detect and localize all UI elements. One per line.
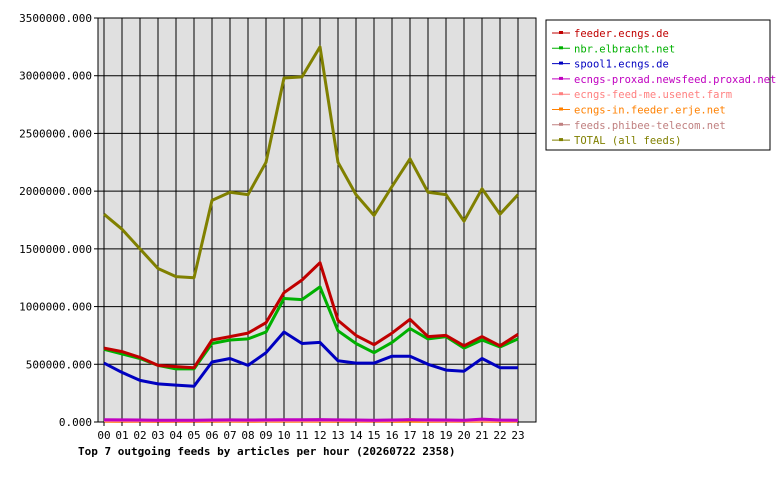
y-tick-label: 0.000 [59,416,92,429]
series-line-3 [103,417,519,422]
legend-marker [559,46,563,50]
y-tick-label: 500000.000 [26,358,92,371]
x-tick-label: 14 [349,429,363,442]
legend-marker [559,107,563,111]
legend-label: nbr.elbracht.net [574,43,675,55]
legend-label: ecngs-feed-me.usenet.farm [574,89,732,101]
x-axis: 00 01 02 03 04 05 06 07 08 09 10 11 12 13 14 15 16 17 18 19… [97,422,525,442]
x-tick-label: 06 [205,429,218,442]
x-tick-label: 22 [493,429,506,442]
x-tick-label: 04 [169,429,183,442]
x-tick-label: 17 [403,429,416,442]
x-tick-label: 23 [511,429,524,442]
legend-label: ecngs-in.feeder.erje.net [574,105,726,117]
series-lines [103,45,520,423]
legend-label: ecngs-proxad.newsfeed.proxad.net [574,74,776,86]
y-tick-label: 1000000.000 [19,301,92,314]
x-tick-label: 10 [277,429,290,442]
x-tick-label: 19 [439,429,452,442]
x-tick-label: 11 [295,429,308,442]
x-tick-label: 03 [151,429,164,442]
y-tick-label: 2500000.000 [19,127,92,140]
y-tick-label: 3000000.000 [19,70,92,83]
y-tick-label: 1500000.000 [19,243,92,256]
legend-marker [559,76,563,80]
y-axis: 0.000 500000.000 1000000.000 1500000.000 200… [19,12,98,429]
x-tick-label: 20 [457,429,470,442]
series-line-0 [103,261,519,370]
x-tick-label: 15 [367,429,380,442]
legend-entries: feeder.ecngs.de nbr.elbracht.net spool1.ec… [552,28,776,147]
x-tick-label: 05 [187,429,200,442]
x-tick-label: 18 [421,429,434,442]
legend-box [545,19,771,151]
legend-marker [559,31,563,34]
chart-title: Top 7 outgoing feeds by articles per hou… [78,445,456,458]
x-tick-label: 01 [115,429,128,442]
grid [98,17,536,423]
x-tick-label: 02 [133,429,146,442]
x-tick-label: 09 [259,429,272,442]
legend-label: spool1.ecngs.de [574,59,669,71]
x-tick-label: 13 [331,429,344,442]
x-tick-label: 21 [475,429,488,442]
legend-marker [559,61,563,65]
x-tick-label: 08 [241,429,254,442]
x-tick-label: 00 [97,429,110,442]
legend-label: feeds.phibee-telecom.net [574,120,726,132]
x-tick-label: 12 [313,429,326,442]
plot-area [97,17,537,423]
series-line-7 [103,45,520,280]
x-tick-label: 07 [223,429,236,442]
legend-marker [559,138,563,142]
legend-label: TOTAL (all feeds) [574,135,681,147]
y-tick-label: 2000000.000 [19,185,92,198]
legend: feeder.ecngs.de nbr.elbracht.net spool1.ec… [545,19,776,151]
legend-marker [559,122,563,126]
x-tick-label: 16 [385,429,398,442]
legend-marker [559,92,563,96]
legend-label: feeder.ecngs.de [574,28,669,40]
series-line-2 [103,330,518,388]
y-tick-label: 3500000.000 [19,12,92,25]
